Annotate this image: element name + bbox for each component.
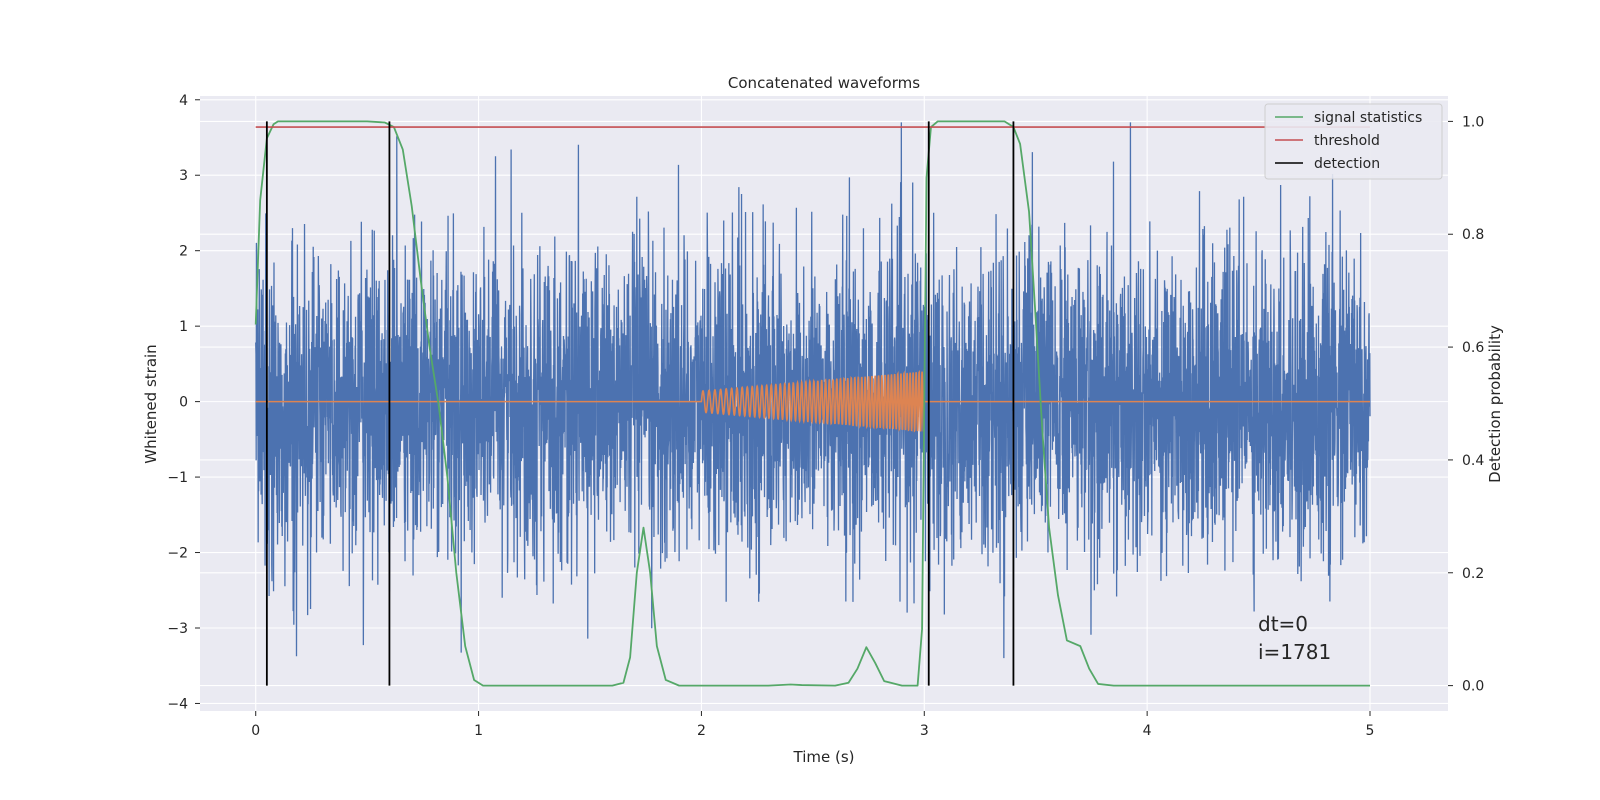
signal-statistics-line — [254, 120, 1370, 687]
legend-label-signal-statistics: signal statistics — [1314, 110, 1422, 126]
chart-title: Concatenated waveforms — [728, 74, 920, 92]
y-tick-label: −1 — [167, 470, 188, 486]
legend-label-threshold: threshold — [1314, 133, 1380, 149]
y-right-tick-label: 0.0 — [1462, 679, 1484, 695]
y-right-tick-label: 1.0 — [1462, 114, 1484, 130]
y-tick-label: 4 — [179, 93, 188, 109]
signal-statistics-series — [254, 120, 1370, 687]
y-tick-label: −3 — [167, 621, 188, 637]
legend-box — [1264, 103, 1443, 180]
y-tick-label: 1 — [179, 319, 188, 335]
y-tick-label: 3 — [179, 168, 188, 184]
annotation-dt: dt=0 — [1258, 612, 1308, 636]
x-axis-label: Time (s) — [793, 748, 855, 766]
y-axis-label: Whitened strain — [142, 344, 160, 463]
x-tick-label: 4 — [1143, 723, 1152, 739]
strain-series — [255, 122, 1371, 659]
legend: signal statistics threshold detection — [1264, 103, 1443, 180]
y-right-tick-label: 0.6 — [1462, 340, 1484, 356]
annotation-index: i=1781 — [1258, 640, 1331, 664]
y-tick-label: −4 — [167, 696, 188, 712]
strain-line — [255, 122, 1371, 659]
legend-label-detection: detection — [1314, 156, 1380, 172]
axis-ticks: 0 1 2 3 4 5 −4 −3 −2 −1 0 1 2 3 4 0.0 0.2 0.4 0.6 0.8 1.0 — [167, 93, 1484, 739]
y-right-tick-label: 0.2 — [1462, 566, 1484, 582]
x-tick-label: 5 — [1366, 723, 1375, 739]
y-tick-label: 2 — [179, 244, 188, 260]
x-tick-label: 2 — [697, 723, 706, 739]
detection-series — [265, 121, 1015, 686]
x-tick-label: 1 — [474, 723, 483, 739]
template-series — [255, 369, 1370, 433]
y-tick-label: −2 — [167, 546, 188, 562]
y-right-tick-label: 0.8 — [1462, 227, 1484, 243]
y-right-axis-label: Detection probability — [1486, 325, 1504, 483]
y-right-tick-label: 0.4 — [1462, 453, 1484, 469]
x-tick-label: 3 — [920, 723, 929, 739]
y-tick-label: 0 — [179, 395, 188, 411]
template-line — [255, 369, 1370, 433]
x-tick-label: 0 — [251, 723, 260, 739]
